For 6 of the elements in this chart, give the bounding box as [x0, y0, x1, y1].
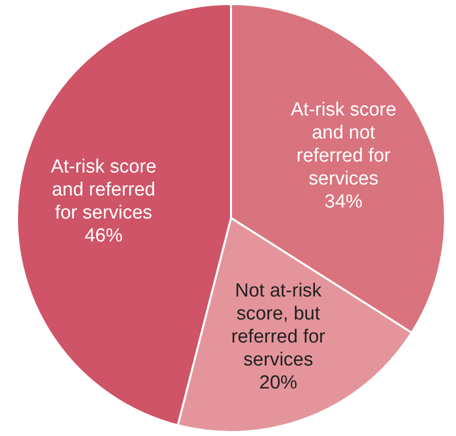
slice-label: At-risk score and not referred for services: [290, 99, 396, 190]
data-label: 46%: [84, 226, 123, 247]
data-label: 34%: [324, 191, 363, 212]
slice-label: Not at-risk score, but referred for services: [231, 280, 326, 371]
data-label: 20%: [259, 372, 298, 394]
slice-label: At-risk score and referred for services: [50, 156, 156, 224]
